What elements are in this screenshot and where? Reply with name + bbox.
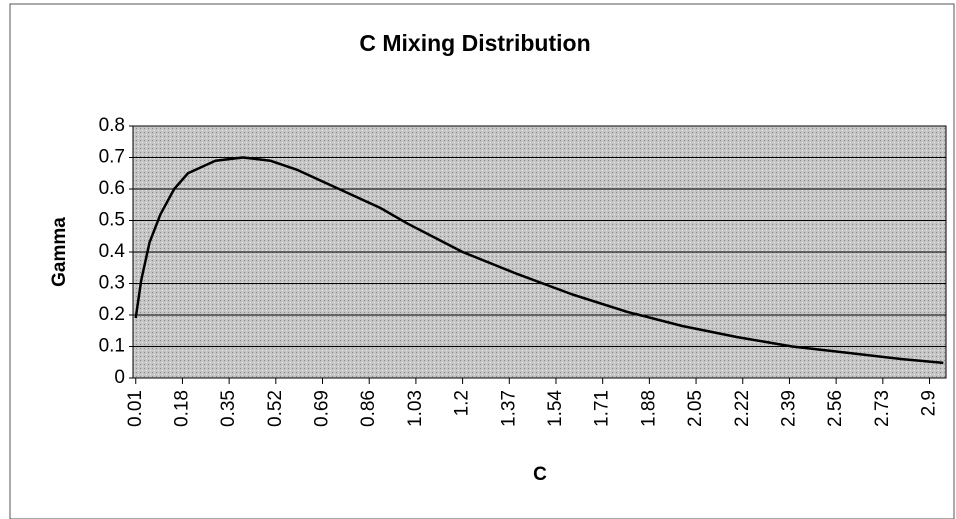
y-tick-label: 0.4	[99, 241, 126, 262]
x-tick-label: 0.52	[265, 390, 286, 427]
x-tick-label: 2.39	[778, 390, 799, 427]
y-tick-label: 0.8	[99, 115, 125, 136]
x-tick-label: 1.71	[592, 390, 613, 427]
y-axis-label: Gamma	[49, 217, 70, 287]
x-tick-label: 2.56	[825, 390, 846, 427]
y-tick-label: 0.5	[99, 210, 125, 231]
x-tick-label: 0.01	[125, 390, 146, 427]
y-tick-label: 0	[114, 367, 125, 388]
y-tick-label: 0.1	[99, 336, 125, 357]
y-tick-label: 0.7	[99, 147, 125, 168]
x-tick-label: 1.2	[452, 390, 473, 416]
y-tick-label: 0.2	[99, 304, 125, 325]
x-tick-label: 1.88	[638, 390, 659, 427]
x-tick-label: 0.35	[218, 390, 239, 427]
x-tick-label: 0.86	[358, 390, 379, 427]
x-tick-label: 0.18	[171, 390, 192, 427]
chart-title: C Mixing Distribution	[359, 30, 590, 56]
x-tick-label: 2.22	[732, 390, 753, 427]
y-tick-label: 0.3	[99, 273, 125, 294]
x-tick-label: 1.37	[498, 390, 519, 427]
x-tick-label: 0.69	[312, 390, 333, 427]
x-tick-label: 2.9	[919, 390, 940, 416]
line-series	[134, 156, 944, 365]
y-tick-label: 0.6	[99, 178, 125, 199]
x-tick-label: 2.73	[872, 390, 893, 427]
x-tick-label: 1.54	[545, 390, 566, 427]
x-tick-label: 2.05	[685, 390, 706, 427]
x-tick-label: 1.03	[405, 390, 426, 427]
x-axis-label: C	[533, 464, 547, 485]
